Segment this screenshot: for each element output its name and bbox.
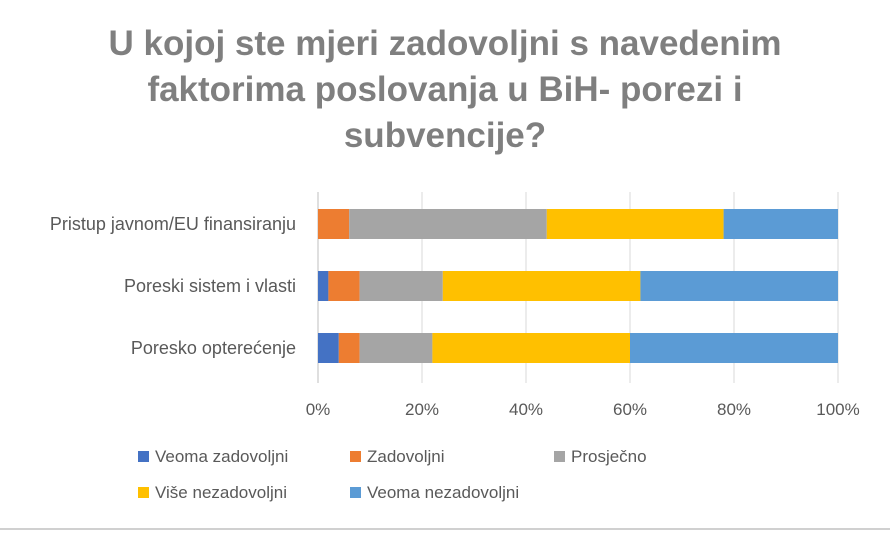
x-tick-labels: 0% 20% 40% 60% 80% 100%	[306, 400, 860, 419]
x-tick-label: 0%	[306, 400, 331, 419]
legend-label: Veoma zadovoljni	[155, 447, 288, 466]
bar-segment	[723, 209, 838, 239]
legend-swatch	[350, 451, 361, 462]
category-labels: Pristup javnom/EU finansiranju Poreski si…	[50, 214, 296, 358]
x-tick-label: 40%	[509, 400, 543, 419]
category-label: Poreski sistem i vlasti	[124, 276, 296, 296]
bar-segment	[328, 271, 360, 301]
x-tick-label: 80%	[717, 400, 751, 419]
legend-label: Više nezadovoljni	[155, 483, 287, 502]
legend-swatch	[138, 487, 149, 498]
bar-segment	[318, 209, 350, 239]
bar-segment	[318, 271, 329, 301]
bar-segment	[546, 209, 724, 239]
category-label: Pristup javnom/EU finansiranju	[50, 214, 296, 234]
legend-swatch	[350, 487, 361, 498]
chart-title-line: U kojoj ste mjeri zadovoljni s navedenim	[109, 24, 782, 63]
x-tick-label: 20%	[405, 400, 439, 419]
legend-label: Zadovoljni	[367, 447, 445, 466]
bottom-divider	[0, 528, 890, 530]
bar-segment	[630, 333, 838, 363]
legend-label: Prosječno	[571, 447, 647, 466]
bars	[318, 209, 838, 363]
bar-segment	[640, 271, 838, 301]
bar-segment	[359, 271, 443, 301]
bar-segment	[349, 209, 547, 239]
x-tick-label: 100%	[816, 400, 859, 419]
legend-swatch	[138, 451, 149, 462]
category-label: Poresko opterećenje	[131, 338, 296, 358]
chart-title-line: subvencije?	[344, 116, 546, 155]
chart-title: U kojoj ste mjeri zadovoljni s navedenim…	[109, 24, 782, 155]
bar-segment	[359, 333, 433, 363]
bar-segment	[442, 271, 641, 301]
x-tick-label: 60%	[613, 400, 647, 419]
bar-segment	[318, 333, 339, 363]
legend-swatch	[554, 451, 565, 462]
legend: Veoma zadovoljni Zadovoljni Prosječno Više …	[138, 447, 647, 502]
bar-segment	[338, 333, 360, 363]
chart-title-line: faktorima poslovanja u BiH- porezi i	[147, 70, 742, 109]
bar-segment	[432, 333, 630, 363]
legend-label: Veoma nezadovoljni	[367, 483, 519, 502]
